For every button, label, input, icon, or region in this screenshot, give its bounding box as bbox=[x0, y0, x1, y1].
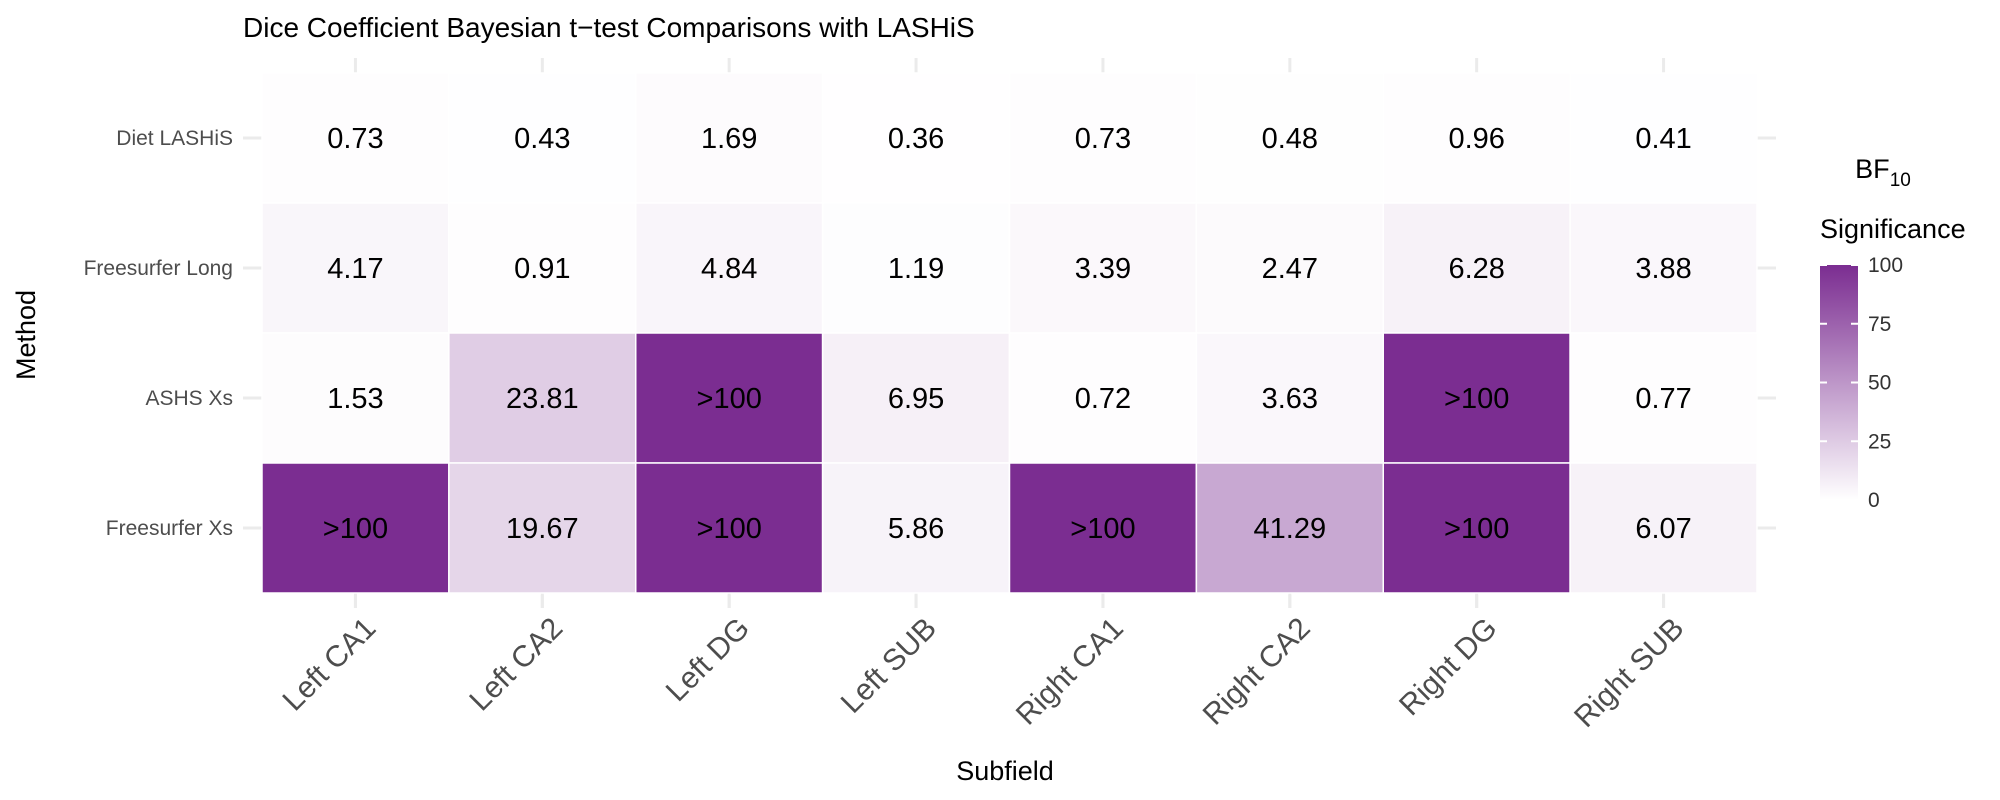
cell-value-label: 19.67 bbox=[506, 513, 579, 545]
x-tick-label-left-dg: Left DG bbox=[660, 612, 756, 708]
cell-value-label: 0.36 bbox=[888, 123, 944, 155]
x-axis-title: Subfield bbox=[956, 756, 1054, 786]
cell-value-label: 0.48 bbox=[1262, 123, 1318, 155]
cell-value-label: 0.43 bbox=[514, 123, 570, 155]
cell-value-label: 3.39 bbox=[1075, 253, 1131, 285]
heatmap-cell-diet-lashis-left-ca1 bbox=[261, 72, 450, 204]
heatmap-cell-freesurfer-xs-right-sub bbox=[1569, 462, 1758, 594]
cell-value-label: 2.47 bbox=[1262, 253, 1318, 285]
heatmap-cells bbox=[261, 72, 1758, 594]
colorbar-legend: BF10 Significance 0 25 50 75 100 bbox=[1820, 154, 1966, 512]
cell-value-label: 6.28 bbox=[1448, 253, 1504, 285]
cell-value-label: 23.81 bbox=[506, 383, 579, 415]
chart-title: Dice Coefficient Bayesian t−test Compari… bbox=[243, 12, 975, 43]
heatmap-cell-ashs-xs-left-sub bbox=[821, 332, 1011, 464]
heatmap-cell-diet-lashis-left-ca2 bbox=[448, 72, 637, 204]
x-tick-label-right-sub: Right SUB bbox=[1568, 612, 1690, 734]
x-axis-ticks: Left CA1 Left CA2 Left DG Left SUB Right CA1… bbox=[277, 595, 1691, 734]
cell-value-label: 0.72 bbox=[1075, 383, 1131, 415]
cell-value-label: 4.17 bbox=[327, 253, 383, 285]
x-tick-label-right-dg: Right DG bbox=[1393, 612, 1504, 723]
heatmap-cell-freesurfer-long-right-ca2 bbox=[1195, 202, 1384, 334]
cell-value-label: 3.63 bbox=[1262, 383, 1318, 415]
cell-value-label: 41.29 bbox=[1254, 513, 1327, 545]
colorbar-tick-label: 50 bbox=[1868, 372, 1891, 395]
heatmap-cell-diet-lashis-right-ca1 bbox=[1008, 72, 1198, 204]
cell-value-label: >100 bbox=[1444, 513, 1509, 545]
cell-value-label: 1.69 bbox=[701, 123, 757, 155]
y-tick-label-ashs-xs: ASHS Xs bbox=[145, 387, 233, 410]
cell-value-label: 0.73 bbox=[1075, 123, 1131, 155]
heatmap-cell-freesurfer-xs-right-ca1 bbox=[1008, 462, 1198, 594]
cell-value-label: >100 bbox=[1070, 513, 1135, 545]
heatmap-cell-ashs-xs-left-ca2 bbox=[448, 332, 637, 464]
cell-value-label: 1.19 bbox=[888, 253, 944, 285]
heatmap-cell-freesurfer-long-left-dg bbox=[635, 202, 824, 334]
heatmap-cell-diet-lashis-right-dg bbox=[1382, 72, 1571, 204]
heatmap-cell-diet-lashis-left-dg bbox=[635, 72, 824, 204]
legend-title: BF10 bbox=[1855, 154, 1911, 191]
cell-value-label: 0.73 bbox=[327, 123, 383, 155]
heatmap-cell-ashs-xs-left-ca1 bbox=[261, 332, 450, 464]
cell-value-label: 0.91 bbox=[514, 253, 570, 285]
cell-value-label: 0.77 bbox=[1635, 383, 1691, 415]
cell-value-label: 5.86 bbox=[888, 513, 944, 545]
x-tick-label-left-ca1: Left CA1 bbox=[277, 612, 383, 718]
cell-value-label: >100 bbox=[1444, 383, 1509, 415]
y-axis-title: Method bbox=[11, 290, 41, 380]
heatmap-cell-ashs-xs-right-dg bbox=[1382, 332, 1571, 464]
y-tick-label-diet-lashis: Diet LASHiS bbox=[116, 127, 233, 150]
cell-value-label: 0.41 bbox=[1635, 123, 1691, 155]
heatmap-cell-freesurfer-xs-left-ca2 bbox=[448, 462, 637, 594]
x-tick-label-left-sub: Left SUB bbox=[835, 612, 943, 720]
y-tick-label-freesurfer-long: Freesurfer Long bbox=[84, 257, 233, 280]
legend-title-subscript: 10 bbox=[1890, 170, 1911, 191]
cell-value-label: 1.53 bbox=[327, 383, 383, 415]
x-tick-label-left-ca2: Left CA2 bbox=[463, 612, 569, 718]
colorbar-tick-label: 75 bbox=[1868, 313, 1891, 336]
cell-value-label: 6.07 bbox=[1635, 513, 1691, 545]
heatmap-cell-freesurfer-long-left-sub bbox=[821, 202, 1011, 334]
heatmap-cell-diet-lashis-right-sub bbox=[1569, 72, 1758, 204]
cell-value-label: 6.95 bbox=[888, 383, 944, 415]
colorbar-tick-label: 25 bbox=[1868, 430, 1891, 453]
colorbar-tick-label: 0 bbox=[1868, 489, 1880, 512]
heatmap-cell-freesurfer-long-right-sub bbox=[1569, 202, 1758, 334]
cell-labels: 0.73 0.43 1.69 0.36 0.73 0.48 0.96 0.41 4.17 0.91… bbox=[323, 123, 1692, 545]
heatmap-cell-ashs-xs-right-ca2 bbox=[1195, 332, 1384, 464]
heatmap-cell-ashs-xs-left-dg bbox=[635, 332, 824, 464]
legend-title-main: BF bbox=[1855, 154, 1890, 184]
heatmap-cell-freesurfer-long-left-ca2 bbox=[448, 202, 637, 334]
cell-value-label: >100 bbox=[323, 513, 388, 545]
cell-value-label: >100 bbox=[697, 513, 762, 545]
cell-value-label: 4.84 bbox=[701, 253, 757, 285]
heatmap-cell-diet-lashis-left-sub bbox=[821, 72, 1011, 204]
y-axis-ticks: Diet LASHiS Freesurfer Long ASHS Xs Freesur… bbox=[84, 127, 256, 540]
heatmap-cell-freesurfer-xs-right-ca2 bbox=[1195, 462, 1384, 594]
cell-value-label: >100 bbox=[697, 383, 762, 415]
y-tick-label-freesurfer-xs: Freesurfer Xs bbox=[106, 517, 233, 540]
cell-value-label: 3.88 bbox=[1635, 253, 1691, 285]
heatmap-cell-freesurfer-xs-left-dg bbox=[635, 462, 824, 594]
heatmap-cell-ashs-xs-right-sub bbox=[1569, 332, 1758, 464]
x-tick-label-right-ca1: Right CA1 bbox=[1010, 612, 1130, 732]
cell-value-label: 0.96 bbox=[1448, 123, 1504, 155]
x-tick-label-right-ca2: Right CA2 bbox=[1197, 612, 1317, 732]
heatmap-cell-freesurfer-long-left-ca1 bbox=[261, 202, 450, 334]
heatmap-cell-freesurfer-xs-right-dg bbox=[1382, 462, 1571, 594]
legend-subtitle: Significance bbox=[1820, 214, 1966, 244]
colorbar-tick-label: 100 bbox=[1868, 254, 1903, 277]
colorbar-ticks: 0 25 50 75 100 bbox=[1820, 254, 1903, 512]
